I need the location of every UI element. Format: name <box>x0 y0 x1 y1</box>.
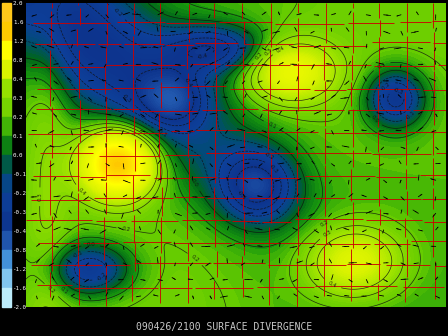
Text: -0.3: -0.3 <box>392 87 404 95</box>
Bar <box>2 136 11 155</box>
Text: 0.3: 0.3 <box>13 96 23 101</box>
Text: 0.0: 0.0 <box>13 153 23 158</box>
Text: 0.3: 0.3 <box>264 47 274 56</box>
Text: 0.4: 0.4 <box>13 77 23 82</box>
Text: 0.2: 0.2 <box>121 226 130 233</box>
Bar <box>2 174 11 194</box>
Text: -0.4: -0.4 <box>182 76 193 88</box>
Text: 0.2: 0.2 <box>254 51 264 61</box>
Bar <box>2 194 11 212</box>
Text: -0.4: -0.4 <box>197 53 209 60</box>
Text: 0.0: 0.0 <box>370 114 379 124</box>
Text: -2.0: -2.0 <box>13 305 27 310</box>
Bar <box>2 155 11 174</box>
Text: 0.3: 0.3 <box>323 229 332 238</box>
Bar <box>2 117 11 136</box>
Text: -0.1: -0.1 <box>405 110 417 121</box>
Text: 0.4: 0.4 <box>78 187 87 197</box>
Text: 0.1: 0.1 <box>376 61 387 70</box>
Text: 0.4: 0.4 <box>327 280 337 289</box>
Bar <box>2 269 11 288</box>
Text: -0.2: -0.2 <box>13 191 27 196</box>
Text: 0.4: 0.4 <box>276 45 285 54</box>
Text: -0.3: -0.3 <box>121 93 133 104</box>
Text: -1.6: -1.6 <box>13 286 27 291</box>
Text: 0.0: 0.0 <box>190 178 199 188</box>
Bar <box>2 232 11 250</box>
Text: -0.4: -0.4 <box>236 189 246 201</box>
Bar <box>2 250 11 269</box>
Bar <box>2 212 11 232</box>
Text: 2.0: 2.0 <box>13 1 23 6</box>
Text: 0.0: 0.0 <box>86 243 95 248</box>
Text: 0.1: 0.1 <box>267 121 277 130</box>
Text: -0.2: -0.2 <box>263 152 275 162</box>
Text: -0.2: -0.2 <box>380 81 392 92</box>
Text: 0.2: 0.2 <box>47 285 56 295</box>
Text: 0.8: 0.8 <box>13 58 23 63</box>
Text: -0.4: -0.4 <box>13 229 27 234</box>
Text: -0.8: -0.8 <box>13 248 27 253</box>
Text: 090426/2100 SURFACE DIVERGENCE: 090426/2100 SURFACE DIVERGENCE <box>136 322 312 332</box>
Bar <box>2 60 11 79</box>
Text: 0.1: 0.1 <box>13 134 23 139</box>
Text: 0.3: 0.3 <box>37 192 43 201</box>
Text: 0.2: 0.2 <box>13 115 23 120</box>
Text: -0.1: -0.1 <box>156 129 168 138</box>
Text: -0.3: -0.3 <box>13 210 27 215</box>
Bar <box>2 3 11 23</box>
Text: -0.1: -0.1 <box>13 172 27 177</box>
Text: 1.2: 1.2 <box>13 39 23 44</box>
Bar <box>2 79 11 98</box>
Bar <box>2 98 11 117</box>
Bar <box>2 23 11 41</box>
Text: -0.2: -0.2 <box>96 271 108 282</box>
Text: -1.2: -1.2 <box>13 267 27 272</box>
Text: 0.2: 0.2 <box>320 219 330 228</box>
Text: -0.3: -0.3 <box>268 163 280 174</box>
Text: 1.6: 1.6 <box>13 20 23 25</box>
Text: -0.2: -0.2 <box>112 7 123 18</box>
Bar <box>2 41 11 60</box>
Text: 0.2: 0.2 <box>190 254 200 264</box>
Bar <box>2 288 11 307</box>
Text: -0.1: -0.1 <box>72 250 83 258</box>
Text: 0.1: 0.1 <box>59 286 69 296</box>
